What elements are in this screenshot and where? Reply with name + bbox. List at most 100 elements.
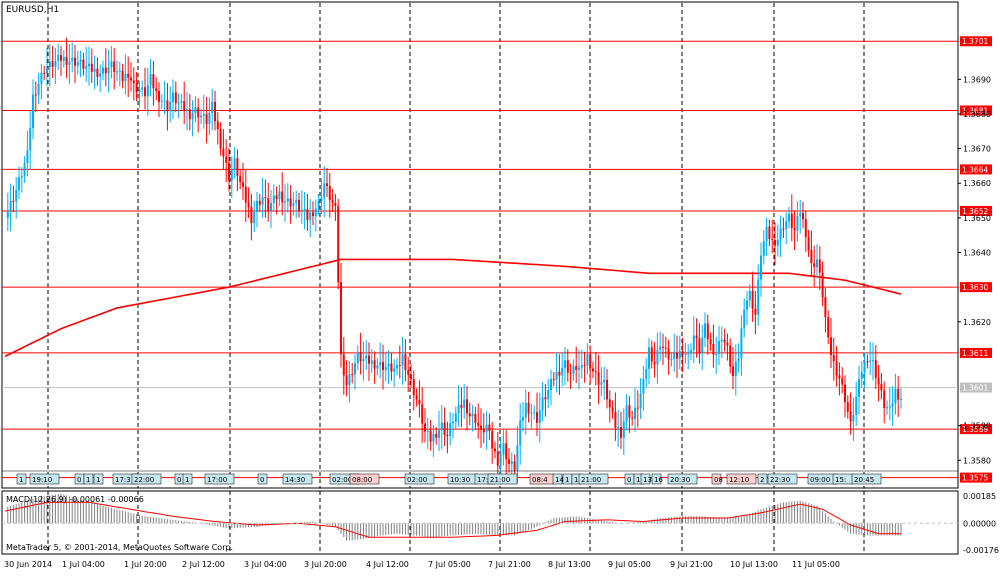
candle-body (841, 378, 844, 385)
candle (15, 177, 18, 219)
candle-body (883, 390, 886, 408)
candle (813, 245, 816, 287)
candle-body (737, 358, 740, 362)
candle (258, 193, 261, 212)
candle (295, 190, 298, 219)
candle (634, 388, 636, 432)
candle-body (286, 198, 289, 202)
candle-body (740, 328, 743, 359)
candle-body (468, 413, 471, 417)
candle-body (85, 66, 88, 69)
candle-body (550, 378, 552, 390)
candle (449, 412, 452, 446)
level-label-3: 1.3652 (962, 207, 988, 216)
candle-body (110, 61, 113, 68)
candle (569, 363, 572, 389)
candle (670, 351, 673, 367)
candle-body (838, 375, 841, 379)
event-tag-4 (93, 473, 104, 485)
candle-body (236, 158, 239, 176)
candle (236, 149, 239, 192)
candle (522, 402, 524, 432)
time-tick-label: 1 Jul 20:00 (124, 560, 167, 569)
candle (230, 156, 233, 198)
candle (877, 364, 880, 402)
candle-body (760, 255, 762, 280)
candle-body (650, 347, 653, 362)
event-label: 2 (760, 476, 764, 484)
event-label: 1 (86, 476, 90, 484)
time-tick-label: 9 Jul 05:00 (608, 560, 651, 569)
candle-body (337, 205, 340, 283)
candle (96, 57, 99, 86)
candle (594, 351, 597, 386)
candle-body (482, 428, 485, 433)
candle-body (146, 85, 149, 97)
candle-body (471, 413, 474, 417)
candle (370, 349, 373, 373)
candle (662, 333, 664, 366)
candle (799, 199, 802, 234)
candle (600, 367, 603, 396)
candle (622, 408, 625, 456)
candle-body (130, 77, 132, 81)
candle (54, 47, 57, 85)
candle-body (160, 101, 163, 103)
candle (303, 191, 306, 230)
price-tick-label: 1.3660 (963, 179, 991, 188)
candle-body (88, 63, 90, 67)
candle (771, 219, 774, 254)
candle-body (342, 354, 345, 376)
candle-body (312, 212, 314, 217)
candle-body (258, 200, 261, 205)
candle-body (172, 92, 174, 102)
event-label: 09:00 (810, 476, 830, 484)
candle-body (99, 73, 102, 77)
candle-body (858, 378, 860, 397)
candle-body (516, 445, 519, 471)
candle-body (530, 412, 533, 414)
candle (401, 337, 404, 385)
candle-body (807, 236, 810, 251)
candle-body (46, 67, 48, 74)
candle (488, 413, 491, 440)
candle (48, 44, 51, 87)
candle (29, 110, 32, 170)
candle (468, 402, 471, 426)
event-tag-34 (851, 473, 882, 485)
candle (860, 361, 863, 388)
candle-body (233, 158, 236, 170)
candle (144, 67, 146, 110)
candle-body (12, 200, 15, 202)
candle (390, 352, 393, 381)
candle (132, 67, 135, 101)
candle (723, 328, 726, 352)
event-tag-14 (404, 473, 435, 485)
candle-body (564, 360, 566, 368)
event-tag-25 (640, 473, 651, 485)
candle (572, 359, 575, 381)
candle-body (625, 405, 628, 422)
price-tick-label: 1.3670 (963, 145, 991, 154)
candle-body (877, 377, 880, 385)
candle-body (250, 207, 253, 224)
candle (849, 392, 852, 435)
candle-body (888, 406, 891, 408)
candle (844, 375, 846, 418)
candle (222, 129, 225, 170)
candle-body (536, 412, 538, 423)
time-tick-label: 11 Jul 05:00 (792, 560, 840, 569)
candle-body (659, 346, 662, 350)
candle-body (90, 63, 93, 72)
candle (855, 381, 858, 427)
candle (614, 392, 617, 441)
candle (320, 178, 323, 215)
candle-body (169, 101, 172, 112)
candle-body (429, 430, 432, 442)
price-tick-label: 1.3620 (963, 318, 991, 327)
candle (359, 332, 362, 375)
candle (880, 373, 883, 400)
candle (482, 413, 485, 444)
